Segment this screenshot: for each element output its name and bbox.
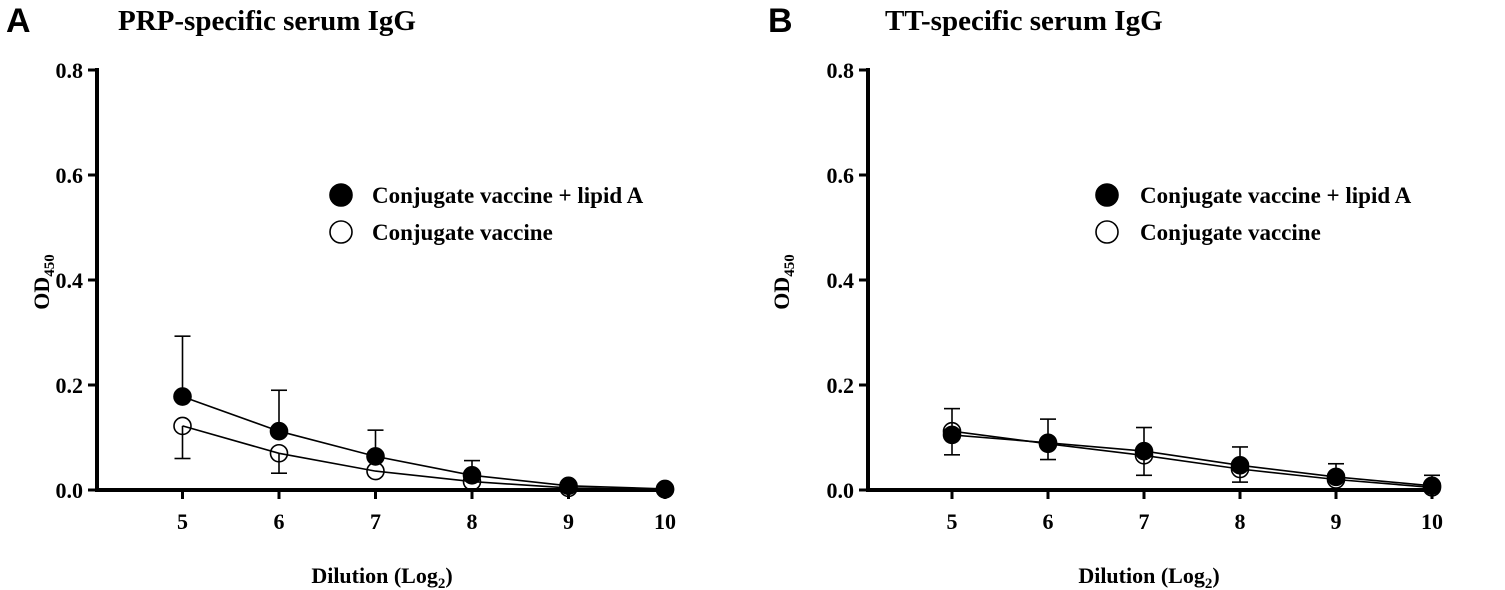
data-point-filled — [1422, 476, 1442, 496]
y-tick-label: 0.6 — [827, 163, 855, 188]
y-tick-label: 0.2 — [827, 373, 855, 398]
legend-label-conjugate: Conjugate vaccine — [1140, 220, 1321, 245]
y-tick-label: 0.4 — [56, 268, 84, 293]
data-point-open — [173, 416, 192, 436]
data-point-filled — [1326, 467, 1346, 487]
data-point-filled — [1134, 441, 1154, 461]
x-tick-label: 5 — [947, 509, 958, 534]
x-tick-label: 8 — [467, 509, 478, 534]
x-tick-label: 7 — [1139, 509, 1150, 534]
panel-b-y-axis-label: OD450 — [769, 254, 798, 310]
data-point-filled — [366, 447, 385, 466]
panel-b-legend: Conjugate vaccine + lipid A Conjugate va… — [1095, 183, 1412, 245]
y-tick-label: 0.2 — [56, 373, 84, 398]
x-tick-label: 10 — [1421, 509, 1443, 534]
panel-b-title: TT-specific serum IgG — [885, 5, 1163, 37]
legend-label-lipid-a: Conjugate vaccine + lipid A — [372, 183, 644, 208]
x-tick-label: 5 — [177, 509, 188, 534]
legend-marker-open — [1095, 220, 1119, 244]
data-point-filled — [173, 387, 192, 406]
y-tick-label: 0.6 — [56, 163, 84, 188]
y-tick-label: 0.4 — [827, 268, 855, 293]
series-line-conjugate — [951, 430, 1433, 489]
panel-b-plot: 0.0 0.2 0.4 0.6 0.8 5 6 7 8 9 10 — [827, 58, 1444, 534]
panel-a: A PRP-specific serum IgG OD450 Dilution … — [6, 2, 676, 590]
y-tick-label: 0.8 — [56, 58, 84, 83]
data-point-filled — [269, 421, 289, 441]
legend-marker-filled — [329, 183, 353, 207]
x-tick-label: 10 — [654, 509, 676, 534]
y-tick-label: 0.8 — [827, 58, 855, 83]
panel-a-letter: A — [6, 2, 31, 40]
panel-a-y-axis-label: OD450 — [29, 254, 58, 310]
data-point-filled — [942, 425, 962, 445]
panel-b-x-axis-label: Dilution (Log2) — [1078, 563, 1219, 590]
x-tick-label: 7 — [370, 509, 381, 534]
legend-marker-open — [329, 220, 353, 244]
legend-label-lipid-a: Conjugate vaccine + lipid A — [1140, 183, 1412, 208]
legend-marker-filled — [1095, 183, 1119, 207]
panel-b: B TT-specific serum IgG OD450 Dilution (… — [768, 2, 1443, 590]
data-point-open — [269, 443, 289, 463]
y-tick-label: 0.0 — [56, 478, 84, 503]
panel-a-legend: Conjugate vaccine + lipid A Conjugate va… — [329, 183, 644, 245]
legend-label-conjugate: Conjugate vaccine — [372, 220, 553, 245]
data-point-filled — [1038, 433, 1058, 453]
data-point-filled — [655, 479, 675, 499]
data-point-filled — [1230, 456, 1250, 475]
x-tick-label: 9 — [1331, 509, 1342, 534]
x-tick-label: 6 — [1043, 509, 1054, 534]
panel-b-letter: B — [768, 2, 793, 40]
data-point-filled — [559, 476, 578, 496]
y-tick-label: 0.0 — [827, 478, 855, 503]
x-tick-label: 9 — [563, 509, 574, 534]
series-line-conjugate — [182, 425, 666, 491]
series-line-lipid-a — [182, 395, 666, 490]
panel-a-plot: 0.0 0.2 0.4 0.6 0.8 5 6 7 8 9 10 — [56, 58, 677, 534]
series-line-lipid-a — [951, 434, 1433, 487]
x-tick-label: 8 — [1235, 509, 1246, 534]
x-tick-label: 6 — [274, 509, 285, 534]
panel-a-x-axis-label: Dilution (Log2) — [311, 563, 452, 590]
panel-a-title: PRP-specific serum IgG — [118, 5, 416, 37]
data-point-filled — [462, 465, 482, 485]
